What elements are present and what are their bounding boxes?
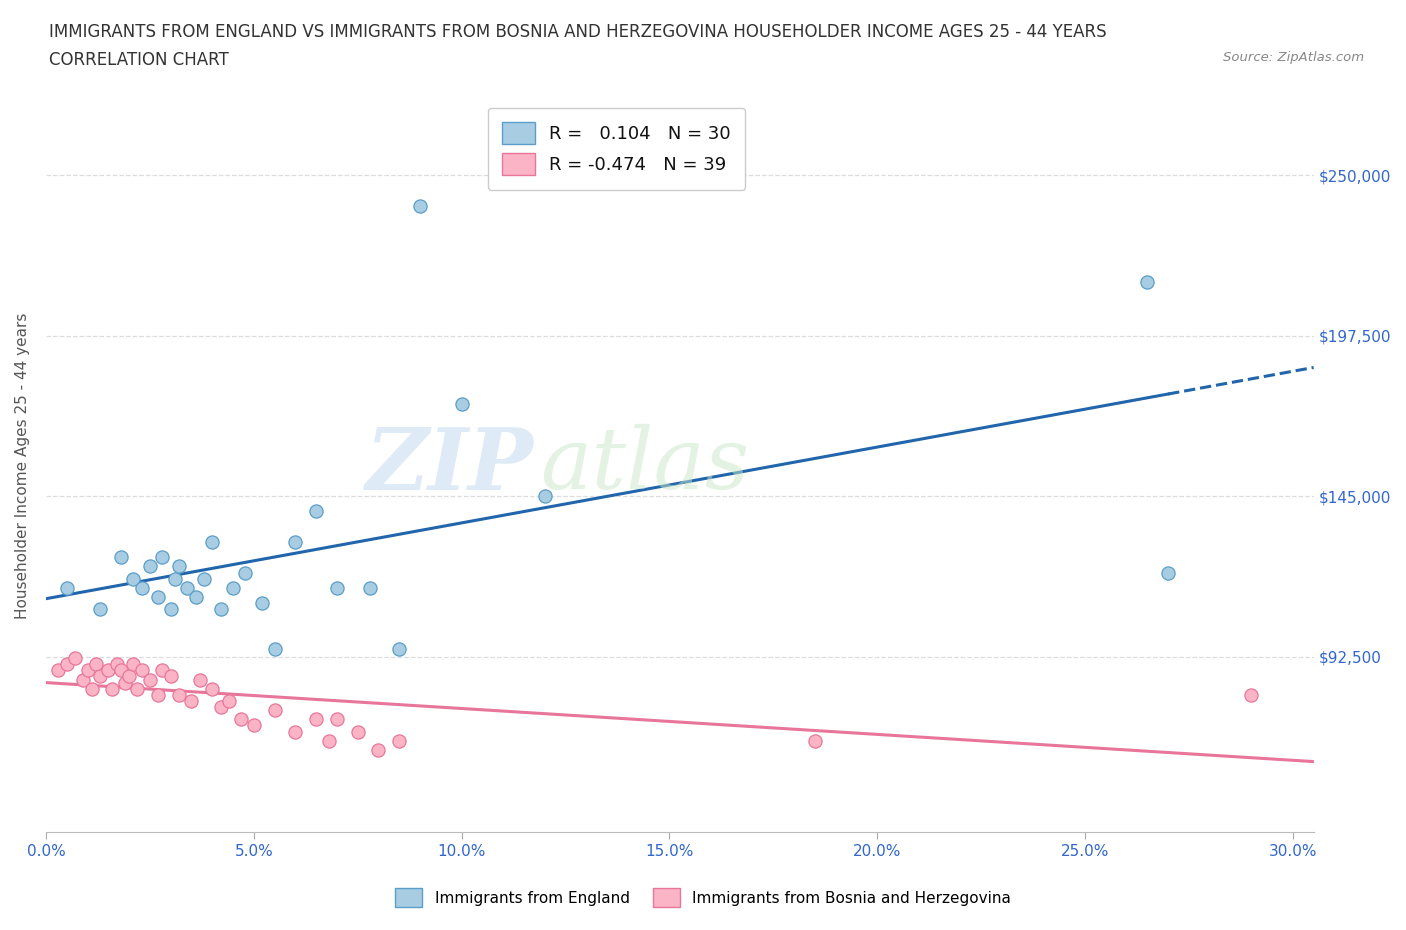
Point	[131, 663, 153, 678]
Point	[105, 657, 128, 671]
Point	[48, 663, 70, 678]
Point	[388, 733, 411, 748]
Point	[89, 602, 111, 617]
Point	[346, 724, 368, 739]
Text: atlas: atlas	[540, 424, 749, 507]
Point	[326, 580, 349, 595]
Point	[231, 711, 253, 726]
Point	[148, 687, 170, 702]
Point	[72, 672, 94, 687]
Y-axis label: Householder Income Ages 25 - 44 years: Householder Income Ages 25 - 44 years	[15, 312, 30, 618]
Point	[118, 669, 141, 684]
Point	[139, 559, 162, 574]
Point	[193, 571, 215, 586]
Point	[55, 580, 77, 595]
Point	[1157, 565, 1180, 580]
Point	[1136, 274, 1159, 289]
Point	[318, 733, 340, 748]
Point	[110, 550, 132, 565]
Point	[450, 397, 472, 412]
Point	[184, 590, 207, 604]
Text: ZIP: ZIP	[366, 424, 534, 507]
Point	[159, 602, 181, 617]
Point	[76, 663, 98, 678]
Point	[122, 657, 145, 671]
Point	[305, 711, 328, 726]
Point	[533, 488, 555, 503]
Text: IMMIGRANTS FROM ENGLAND VS IMMIGRANTS FROM BOSNIA AND HERZEGOVINA HOUSEHOLDER IN: IMMIGRANTS FROM ENGLAND VS IMMIGRANTS FR…	[49, 23, 1107, 41]
Point	[243, 718, 266, 733]
Point	[80, 682, 103, 697]
Point	[284, 724, 307, 739]
Point	[305, 504, 328, 519]
Point	[209, 699, 232, 714]
Point	[89, 669, 111, 684]
Legend: Immigrants from England, Immigrants from Bosnia and Herzegovina: Immigrants from England, Immigrants from…	[389, 883, 1017, 913]
Point	[167, 559, 190, 574]
Point	[150, 663, 173, 678]
Point	[188, 672, 211, 687]
Point	[110, 663, 132, 678]
Text: Source: ZipAtlas.com: Source: ZipAtlas.com	[1223, 51, 1364, 64]
Point	[114, 675, 136, 690]
Point	[263, 703, 285, 718]
Point	[263, 642, 285, 657]
Point	[218, 694, 240, 709]
Point	[150, 550, 173, 565]
Point	[1240, 687, 1263, 702]
Point	[148, 590, 170, 604]
Point	[250, 596, 273, 611]
Point	[176, 580, 198, 595]
Point	[388, 642, 411, 657]
Point	[409, 198, 432, 213]
Point	[359, 580, 381, 595]
Point	[222, 580, 245, 595]
Point	[163, 571, 186, 586]
Point	[97, 663, 120, 678]
Point	[167, 687, 190, 702]
Point	[284, 535, 307, 550]
Point	[101, 682, 124, 697]
Point	[139, 672, 162, 687]
Point	[127, 682, 149, 697]
Point	[367, 742, 389, 757]
Point	[55, 657, 77, 671]
Point	[180, 694, 202, 709]
Text: CORRELATION CHART: CORRELATION CHART	[49, 51, 229, 69]
Point	[201, 535, 224, 550]
Point	[159, 669, 181, 684]
Point	[131, 580, 153, 595]
Point	[201, 682, 224, 697]
Point	[209, 602, 232, 617]
Point	[326, 711, 349, 726]
Legend: R =   0.104   N = 30, R = -0.474   N = 39: R = 0.104 N = 30, R = -0.474 N = 39	[488, 108, 745, 190]
Point	[63, 651, 86, 666]
Point	[235, 565, 257, 580]
Point	[84, 657, 107, 671]
Point	[804, 733, 827, 748]
Point	[122, 571, 145, 586]
